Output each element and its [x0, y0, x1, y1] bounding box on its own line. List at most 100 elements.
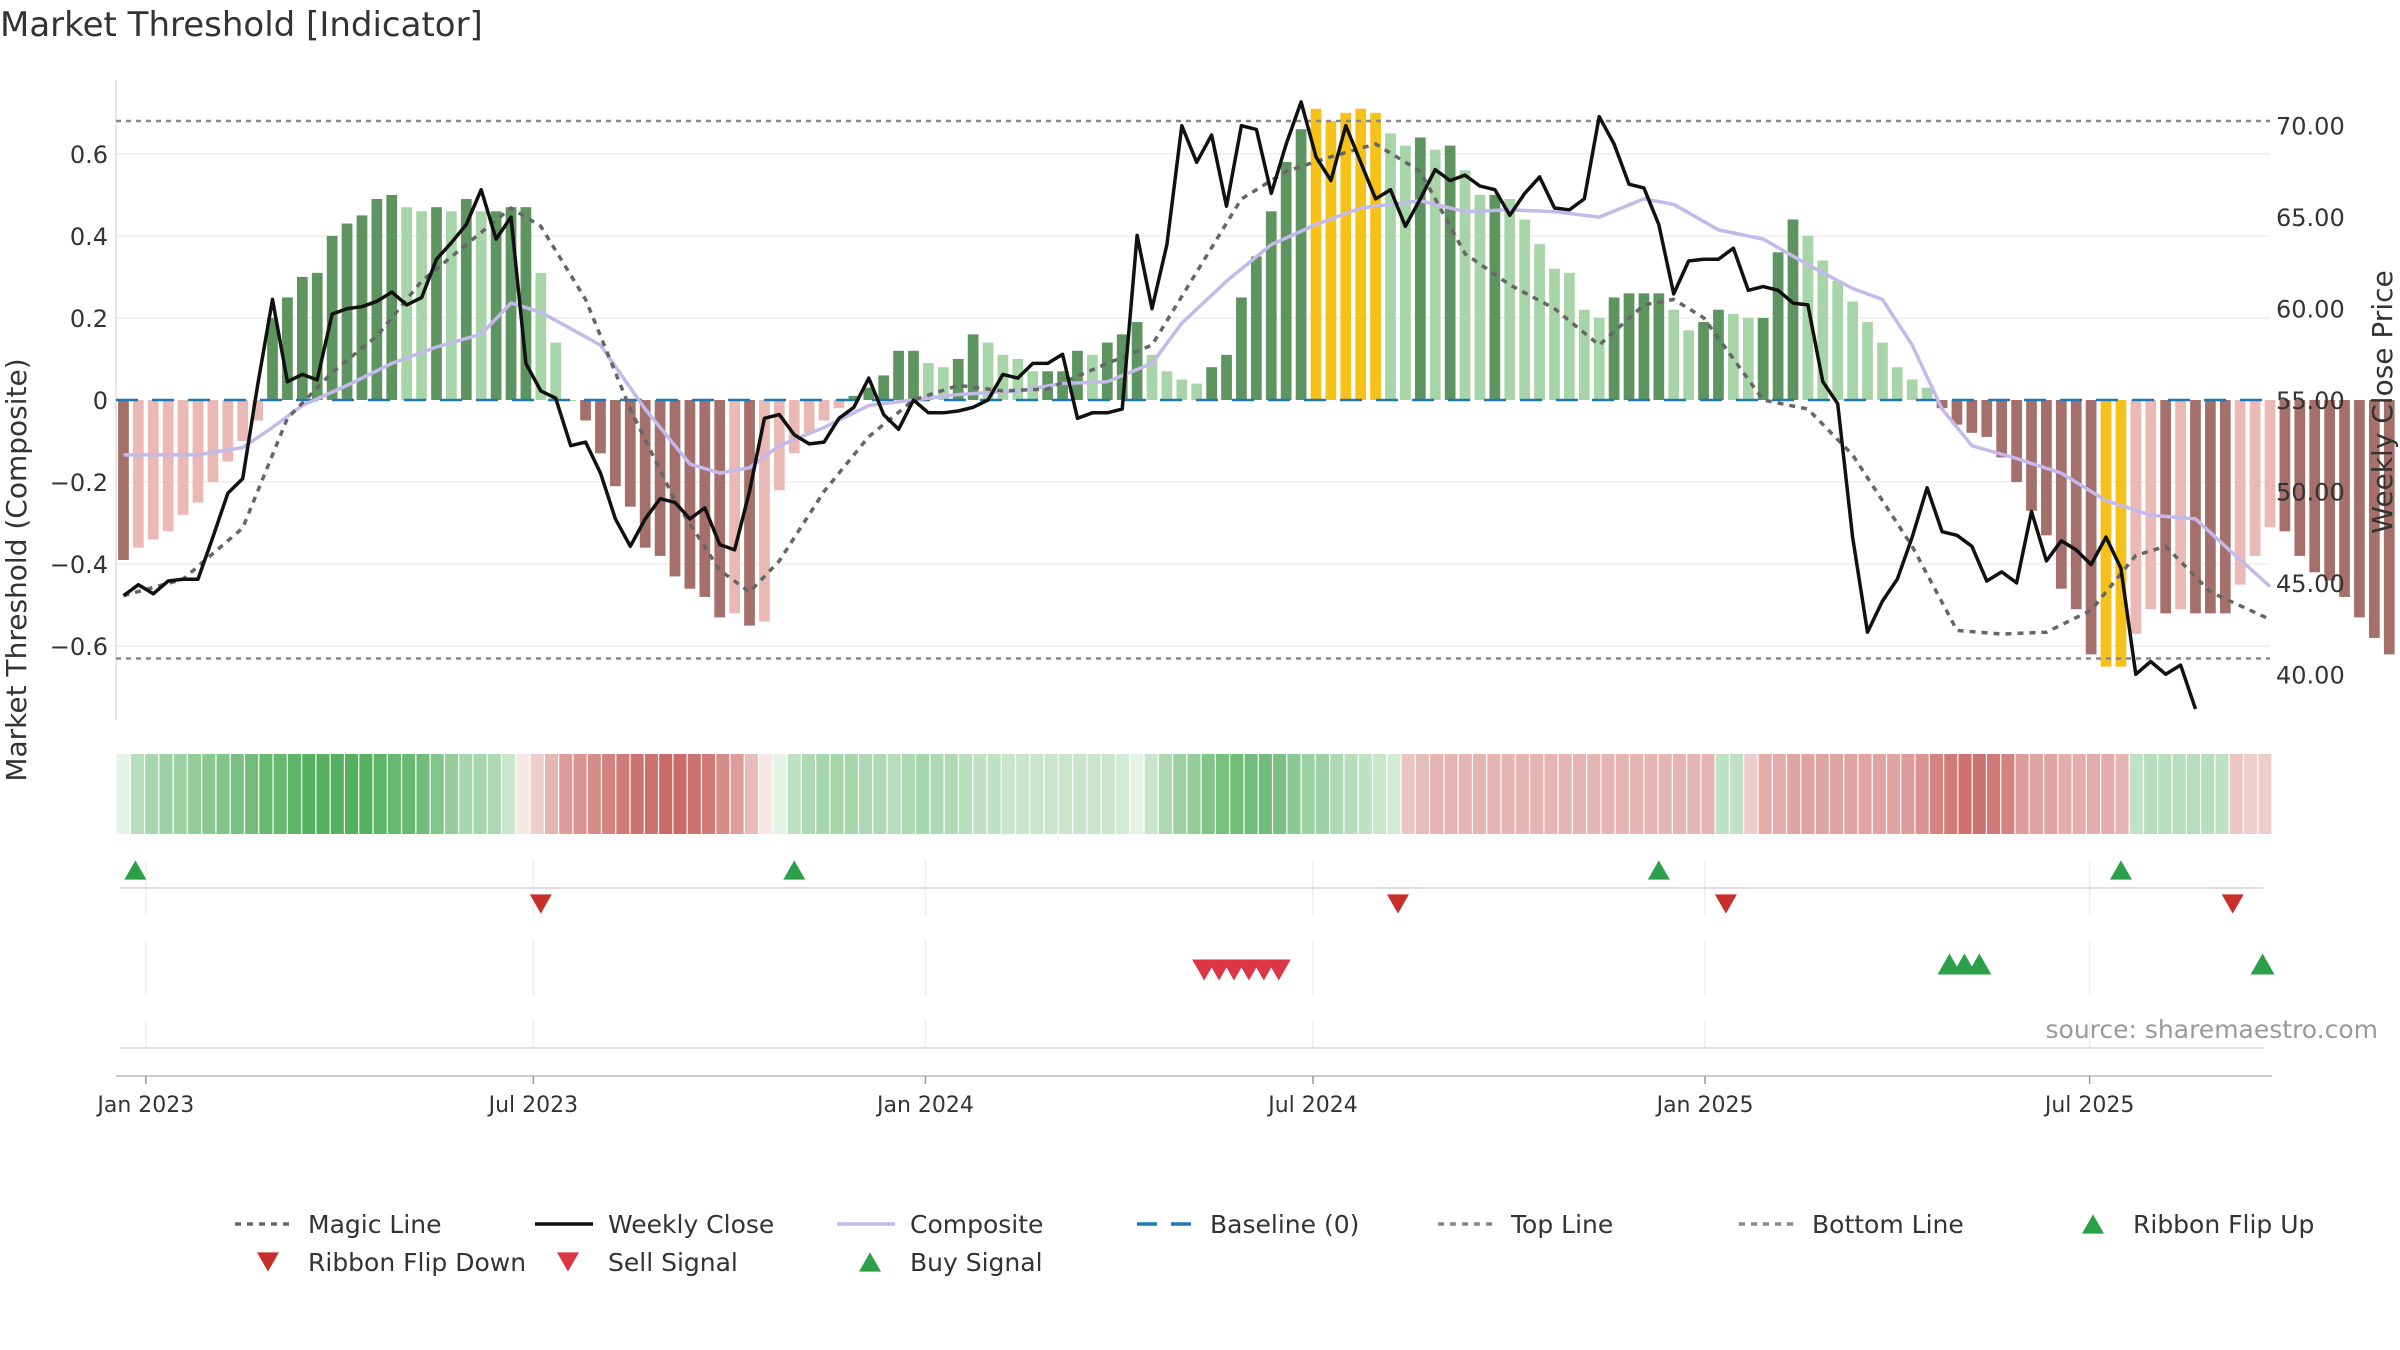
ribbon-cell [1387, 754, 1401, 834]
composite-bar [893, 350, 904, 400]
composite-bar [1087, 354, 1098, 400]
composite-bar [162, 400, 174, 532]
composite-bar [1653, 293, 1665, 400]
ribbon-cell [844, 754, 858, 834]
ribbon-cell [1187, 754, 1201, 834]
x-axis: Jan 2023 Jul 2023 Jan 2024 Jul 2024 Jan 2025… [95, 1075, 2272, 1118]
ribbon-cell [2044, 754, 2058, 834]
ribbon-cell [145, 754, 159, 834]
ribbon-cell [402, 754, 416, 834]
composite-bar [1444, 145, 1456, 400]
ribbon-cell [1772, 754, 1786, 834]
series-lines [122, 100, 2272, 710]
ribbon-cell [1158, 754, 1172, 834]
composite-bar [2309, 400, 2321, 573]
ribbon-cell [1787, 754, 1801, 834]
ribbon-cell [1087, 754, 1101, 834]
ribbon-cell [644, 754, 658, 834]
composite-bar [222, 400, 234, 462]
ribbon-cell [2144, 754, 2158, 834]
ribbon-cell [2186, 754, 2201, 834]
y2-tick-label: 50.00 [2276, 478, 2345, 506]
legend-item: Weekly Close [535, 1210, 774, 1239]
ribbon-cell [173, 754, 187, 834]
legend-item: Baseline (0) [1137, 1210, 1359, 1239]
composite-bar [1385, 133, 1396, 401]
ribbon-cell [2172, 754, 2186, 834]
ribbon-cell [859, 754, 873, 834]
ribbon-cell [1915, 754, 1929, 834]
composite-bar [1340, 112, 1352, 401]
legend-item: Composite [837, 1210, 1043, 1239]
composite-bar [833, 400, 845, 409]
composite-bar [416, 211, 427, 400]
composite-bar [1116, 334, 1128, 400]
ribbon-cell [1858, 754, 1872, 834]
composite-bar [2026, 400, 2037, 511]
ribbon-cell [1458, 754, 1472, 834]
ribbon-cell [1415, 754, 1429, 834]
ribbon-cell [159, 754, 173, 834]
ribbon-cell [2201, 754, 2215, 834]
composite-bar [535, 272, 547, 400]
legend-item: Buy Signal [859, 1248, 1043, 1277]
ribbon-cell [587, 754, 601, 834]
ribbon-cell [573, 754, 587, 834]
composite-bar [1966, 400, 1978, 433]
composite-bar [624, 400, 636, 507]
ribbon-cell [1301, 754, 1315, 834]
composite-bar [1206, 367, 1217, 400]
composite-bar [1787, 219, 1799, 400]
ribbon-cell [1344, 754, 1358, 834]
ribbon-cell [1287, 754, 1301, 834]
ribbon-cell [916, 754, 930, 834]
ribbon-cell [616, 754, 630, 834]
ribbon-cell [345, 754, 359, 834]
y2-tick-label: 70.00 [2276, 113, 2345, 141]
ribbon-cell [473, 754, 487, 834]
ribbon-cell [973, 754, 987, 834]
composite-bar [729, 400, 740, 614]
ribbon-cell [202, 754, 216, 834]
composite-bar [1862, 322, 1873, 400]
legend-swatch [859, 1252, 881, 1272]
ribbon-cell [1730, 754, 1744, 834]
composite-bar [2085, 400, 2097, 655]
y-tick-label: 0.2 [70, 305, 108, 333]
y2-tick-label: 65.00 [2276, 204, 2345, 232]
composite-bar [282, 297, 293, 400]
ribbon-flip-up-marker [1647, 860, 1670, 880]
ribbon-cell [873, 754, 887, 834]
ribbon-cell [702, 754, 716, 834]
composite-bar [1400, 145, 1411, 400]
composite-bar [2264, 400, 2276, 528]
ribbon-cell [2029, 754, 2043, 834]
composite-bar [1370, 112, 1381, 401]
composite-bar [490, 211, 502, 400]
ribbon-flip-down-marker [2221, 894, 2244, 914]
ribbon-cell [502, 754, 516, 834]
composite-bar [132, 400, 144, 548]
composite-bar [2354, 400, 2365, 618]
composite-bar [937, 367, 949, 400]
ribbon-cell [245, 754, 259, 834]
composite-bar [1713, 309, 1724, 400]
composite-bar [1474, 194, 1486, 400]
ribbon-cell [1687, 754, 1701, 834]
ribbon-cell [1815, 754, 1829, 834]
ribbon-cell [2244, 754, 2258, 834]
ribbon-cell [1373, 754, 1387, 834]
ribbon-cell [1630, 754, 1644, 834]
composite-bar [2070, 400, 2082, 610]
ribbon-cell [1929, 754, 1944, 834]
ribbon-cell [1758, 754, 1772, 834]
ribbon-cell [987, 754, 1001, 834]
ribbon-cell [230, 754, 244, 834]
ribbon-cell [1844, 754, 1858, 834]
ribbon-cell [1401, 754, 1415, 834]
y-tick-label: 0.6 [70, 141, 108, 169]
legend-item: Top Line [1438, 1210, 1613, 1239]
composite-bar [192, 400, 204, 503]
composite-bar [177, 400, 189, 515]
composite-bar [147, 400, 159, 540]
